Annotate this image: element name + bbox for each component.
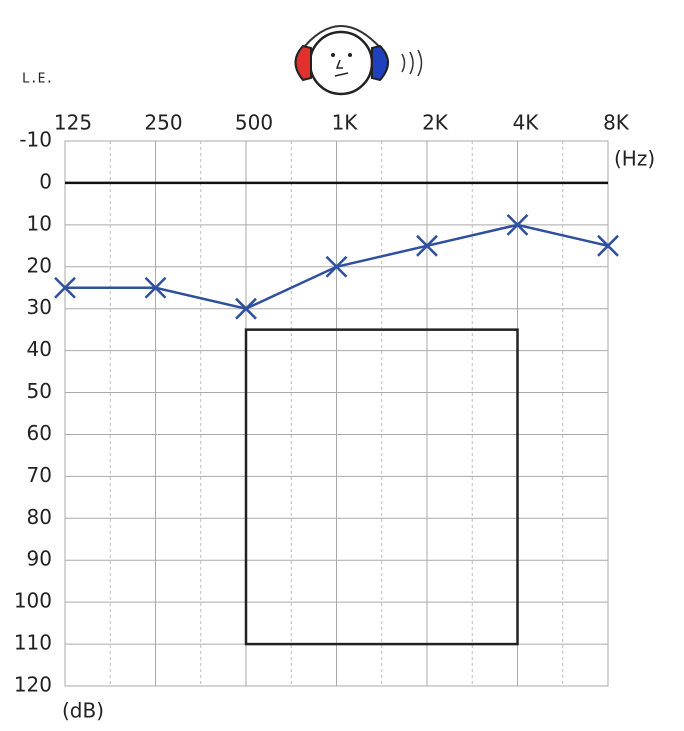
data-marker	[54, 276, 76, 299]
x-tick-label: 4K	[513, 111, 540, 135]
x-tick-label: 2K	[422, 111, 449, 135]
y-tick-label: 40	[27, 337, 52, 361]
y-tick-label: -10	[19, 128, 52, 152]
ear-label: L.E.	[22, 72, 53, 87]
y-tick-label: 60	[27, 421, 52, 445]
y-tick-label: 120	[14, 673, 52, 697]
y-tick-label: 110	[14, 631, 52, 655]
y-tick-label: 100	[14, 589, 52, 613]
y-unit: (dB)	[62, 699, 104, 723]
data-marker	[416, 234, 438, 257]
region-box	[244, 328, 519, 646]
y-tick-label: 20	[27, 253, 52, 277]
x-tick-label: 125	[54, 111, 92, 135]
data-marker	[144, 276, 167, 299]
x-tick-label: 8K	[603, 111, 630, 135]
x-tick-label: 500	[235, 111, 273, 135]
y-tick-label: 90	[27, 547, 52, 571]
data-marker	[235, 297, 257, 320]
y-tick-label: 80	[27, 505, 52, 529]
x-unit: (Hz)	[614, 147, 655, 171]
data-marker	[506, 213, 529, 236]
y-tick-label: 50	[27, 379, 52, 403]
y-tick-label: 10	[27, 211, 52, 235]
y-tick-label: 30	[27, 295, 52, 319]
headphone-icon	[294, 25, 423, 96]
x-tick-label: 1K	[332, 111, 359, 135]
y-tick-label: 0	[39, 169, 52, 193]
data-marker	[325, 255, 348, 278]
y-tick-label: 70	[27, 463, 52, 487]
x-tick-label: 250	[144, 111, 182, 135]
data-marker	[597, 234, 619, 257]
